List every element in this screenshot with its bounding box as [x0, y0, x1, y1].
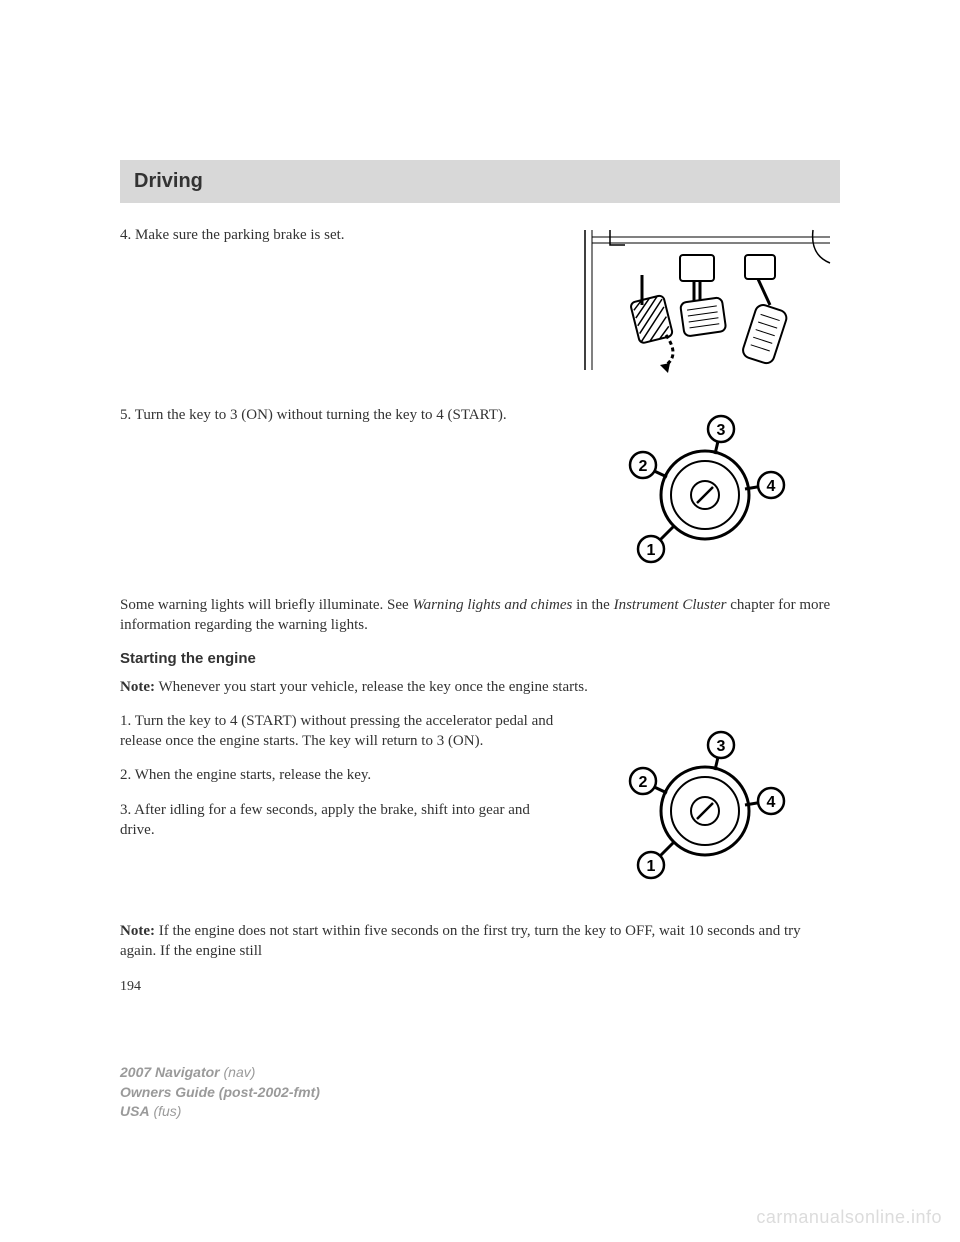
warn-i2: Instrument Cluster [614, 597, 727, 613]
footer-line-2: Owners Guide (post-2002-fmt) [120, 1083, 320, 1103]
page: Driving 4. Make sure the parking brake i… [0, 0, 960, 995]
footer-model: 2007 Navigator [120, 1064, 220, 1080]
start-step-2: 2. When the engine starts, release the k… [120, 765, 560, 785]
step-4-text: 4. Make sure the parking brake is set. [120, 225, 570, 245]
pos-4b: 4 [767, 794, 776, 811]
step-5-row: 5. Turn the key to 3 (ON) without turnin… [120, 405, 840, 575]
footer-region: USA [120, 1103, 150, 1119]
note2-label: Note: [120, 923, 155, 939]
chapter-title: Driving [134, 170, 826, 193]
footer-guide: Owners Guide (post-2002-fmt) [120, 1084, 320, 1100]
footer-line-3: USA (fus) [120, 1102, 320, 1122]
warn-mid: in the [572, 597, 613, 613]
pedal-figure: BRAKE [570, 225, 840, 385]
note-1: Note: Whenever you start your vehicle, r… [120, 677, 840, 697]
watermark: carmanualsonline.info [756, 1207, 942, 1228]
footer-code1: (nav) [220, 1064, 256, 1080]
step-4-row: 4. Make sure the parking brake is set. B… [120, 225, 840, 385]
pos-1: 1 [647, 542, 656, 559]
pos-3: 3 [717, 422, 726, 439]
pos-2b: 2 [639, 774, 648, 791]
warning-lights-para: Some warning lights will briefly illumin… [120, 595, 840, 636]
pos-1b: 1 [647, 858, 656, 875]
step-5-text: 5. Turn the key to 3 (ON) without turnin… [120, 405, 570, 425]
footer-code3: (fus) [150, 1103, 182, 1119]
chapter-header: Driving [120, 160, 840, 203]
pos-2: 2 [639, 458, 648, 475]
starting-steps-text: 1. Turn the key to 4 (START) without pre… [120, 711, 570, 854]
ignition-figure-2: 1 2 3 4 [570, 711, 840, 901]
starting-steps-row: 1. Turn the key to 4 (START) without pre… [120, 711, 840, 901]
pos-3b: 3 [717, 738, 726, 755]
warn-i1: Warning lights and chimes [412, 597, 572, 613]
note-2: Note: If the engine does not start withi… [120, 921, 840, 962]
warn-pre: Some warning lights will briefly illumin… [120, 597, 412, 613]
footer: 2007 Navigator (nav) Owners Guide (post-… [120, 1063, 320, 1122]
ignition-figure-1: 1 2 3 4 [570, 405, 840, 575]
start-step-1: 1. Turn the key to 4 (START) without pre… [120, 711, 560, 752]
subheading-starting-engine: Starting the engine [120, 650, 840, 667]
start-step-3: 3. After idling for a few seconds, apply… [120, 800, 560, 841]
note1-label: Note: [120, 679, 155, 695]
pos-4: 4 [767, 478, 776, 495]
note1-text: Whenever you start your vehicle, release… [155, 679, 588, 695]
note2-text: If the engine does not start within five… [120, 923, 801, 959]
page-number: 194 [120, 979, 840, 995]
footer-line-1: 2007 Navigator (nav) [120, 1063, 320, 1083]
